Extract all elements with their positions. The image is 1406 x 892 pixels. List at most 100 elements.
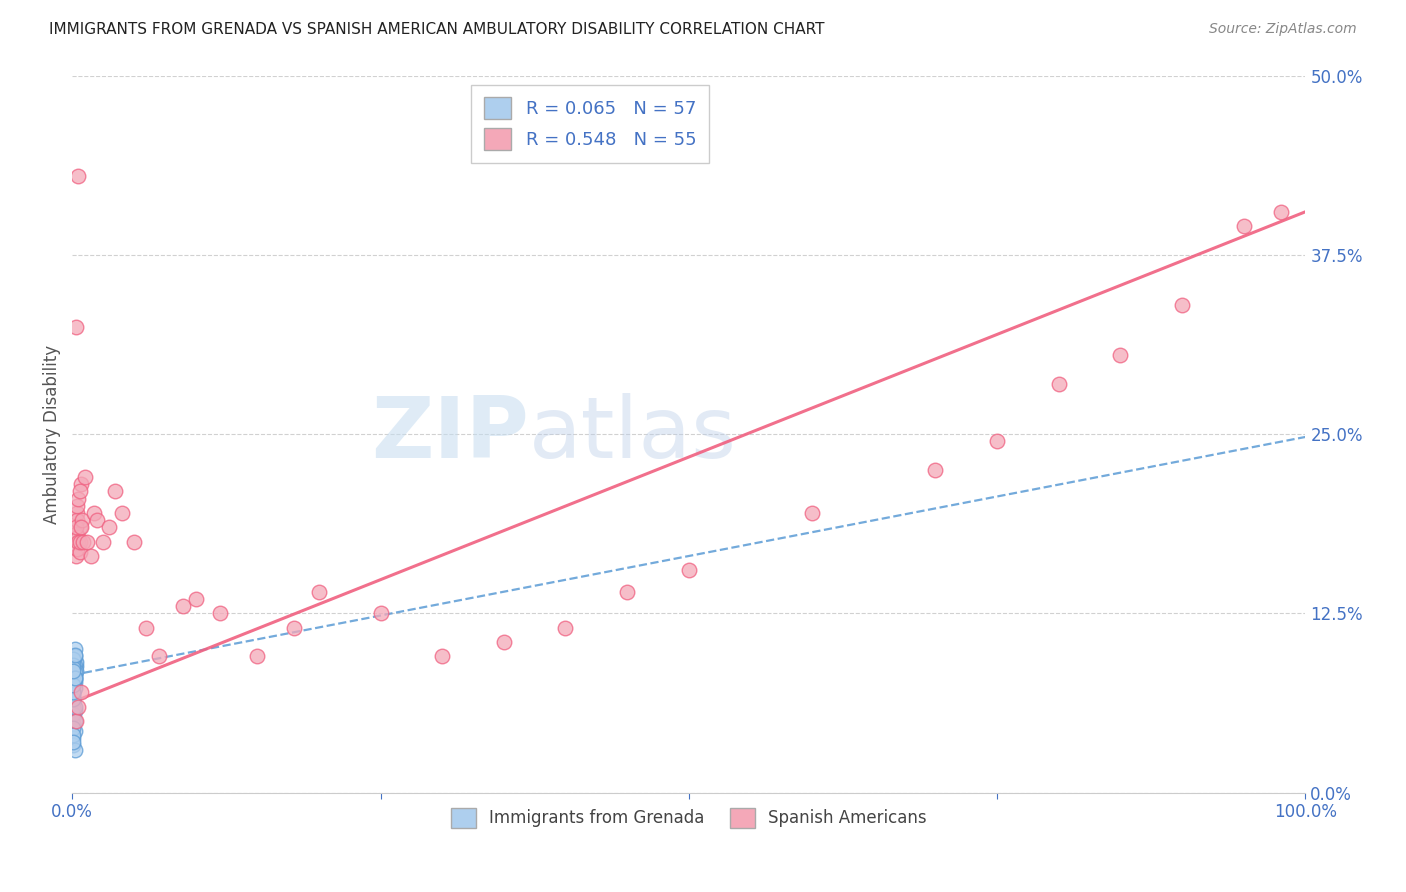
Text: Source: ZipAtlas.com: Source: ZipAtlas.com (1209, 22, 1357, 37)
Point (65, 664, 87, 678)
Point (62, 731, 84, 746)
Point (62, 728, 84, 742)
Point (62, 685, 84, 699)
Point (69, 484, 91, 499)
Point (62, 649, 84, 664)
Point (63, 681, 86, 695)
Point (135, 621, 157, 635)
Point (67, 534, 90, 549)
Point (63, 665, 86, 680)
Point (62, 652, 84, 666)
Point (246, 649, 269, 664)
Point (62, 687, 84, 701)
Point (1109, 348, 1132, 362)
Point (76, 534, 98, 549)
Point (62, 716, 84, 731)
Point (98, 520, 121, 534)
Point (62, 695, 84, 709)
Point (62, 685, 84, 699)
Point (80, 549, 103, 563)
Text: atlas: atlas (529, 392, 737, 475)
Point (66, 506, 89, 520)
Point (69, 534, 91, 549)
Point (62, 709, 84, 723)
Point (63, 699, 86, 714)
Point (72, 534, 94, 549)
Point (62, 694, 84, 708)
Text: ZIP: ZIP (371, 392, 529, 475)
Point (104, 484, 127, 499)
Point (62, 701, 84, 715)
Point (801, 506, 824, 520)
Point (63, 657, 86, 671)
Point (62, 678, 84, 692)
Point (73, 470, 96, 484)
Point (62, 682, 84, 697)
Point (1233, 219, 1256, 233)
Point (91, 534, 114, 549)
Point (67, 491, 90, 506)
Point (65, 714, 87, 728)
Point (65, 319, 87, 334)
Point (62, 664, 84, 678)
Point (66, 499, 89, 513)
Point (308, 585, 330, 599)
Point (678, 563, 700, 577)
Point (70, 520, 93, 534)
Point (283, 621, 305, 635)
Point (65, 549, 87, 563)
Point (65, 527, 87, 541)
Point (62, 664, 84, 678)
Point (70, 685, 93, 699)
Y-axis label: Ambulatory Disability: Ambulatory Disability (44, 344, 60, 524)
Point (63, 654, 86, 668)
Text: IMMIGRANTS FROM GRENADA VS SPANISH AMERICAN AMBULATORY DISABILITY CORRELATION CH: IMMIGRANTS FROM GRENADA VS SPANISH AMERI… (49, 22, 825, 37)
Point (65, 520, 87, 534)
Point (63, 666, 86, 681)
Point (554, 621, 576, 635)
Point (63, 742, 86, 756)
Point (370, 607, 392, 621)
Point (70, 513, 93, 527)
Point (63, 671, 86, 685)
Point (62, 673, 84, 688)
Point (62, 692, 84, 706)
Point (924, 463, 946, 477)
Point (62, 691, 84, 706)
Point (63, 673, 86, 687)
Point (63, 649, 86, 664)
Point (184, 592, 207, 607)
Point (67, 699, 90, 714)
Point (62, 688, 84, 702)
Point (1047, 376, 1070, 391)
Point (62, 706, 84, 721)
Point (62, 721, 84, 735)
Point (1171, 298, 1194, 312)
Point (69, 520, 91, 534)
Point (63, 662, 86, 676)
Point (209, 607, 232, 621)
Point (62, 702, 84, 716)
Point (63, 675, 86, 690)
Point (616, 585, 638, 599)
Point (66, 513, 89, 527)
Point (62, 739, 84, 753)
Point (62, 658, 84, 673)
Point (172, 599, 194, 614)
Point (65, 659, 87, 673)
Point (66, 541, 89, 556)
Legend: Immigrants from Grenada, Spanish Americans: Immigrants from Grenada, Spanish America… (444, 801, 934, 835)
Point (62, 697, 84, 711)
Point (1270, 204, 1292, 219)
Point (63, 648, 86, 662)
Point (110, 506, 132, 520)
Point (63, 659, 86, 673)
Point (62, 678, 84, 692)
Point (62, 661, 84, 675)
Point (63, 714, 86, 728)
Point (63, 642, 86, 657)
Point (62, 680, 84, 694)
Point (63, 671, 86, 685)
Point (69, 544, 91, 558)
Point (86, 513, 108, 527)
